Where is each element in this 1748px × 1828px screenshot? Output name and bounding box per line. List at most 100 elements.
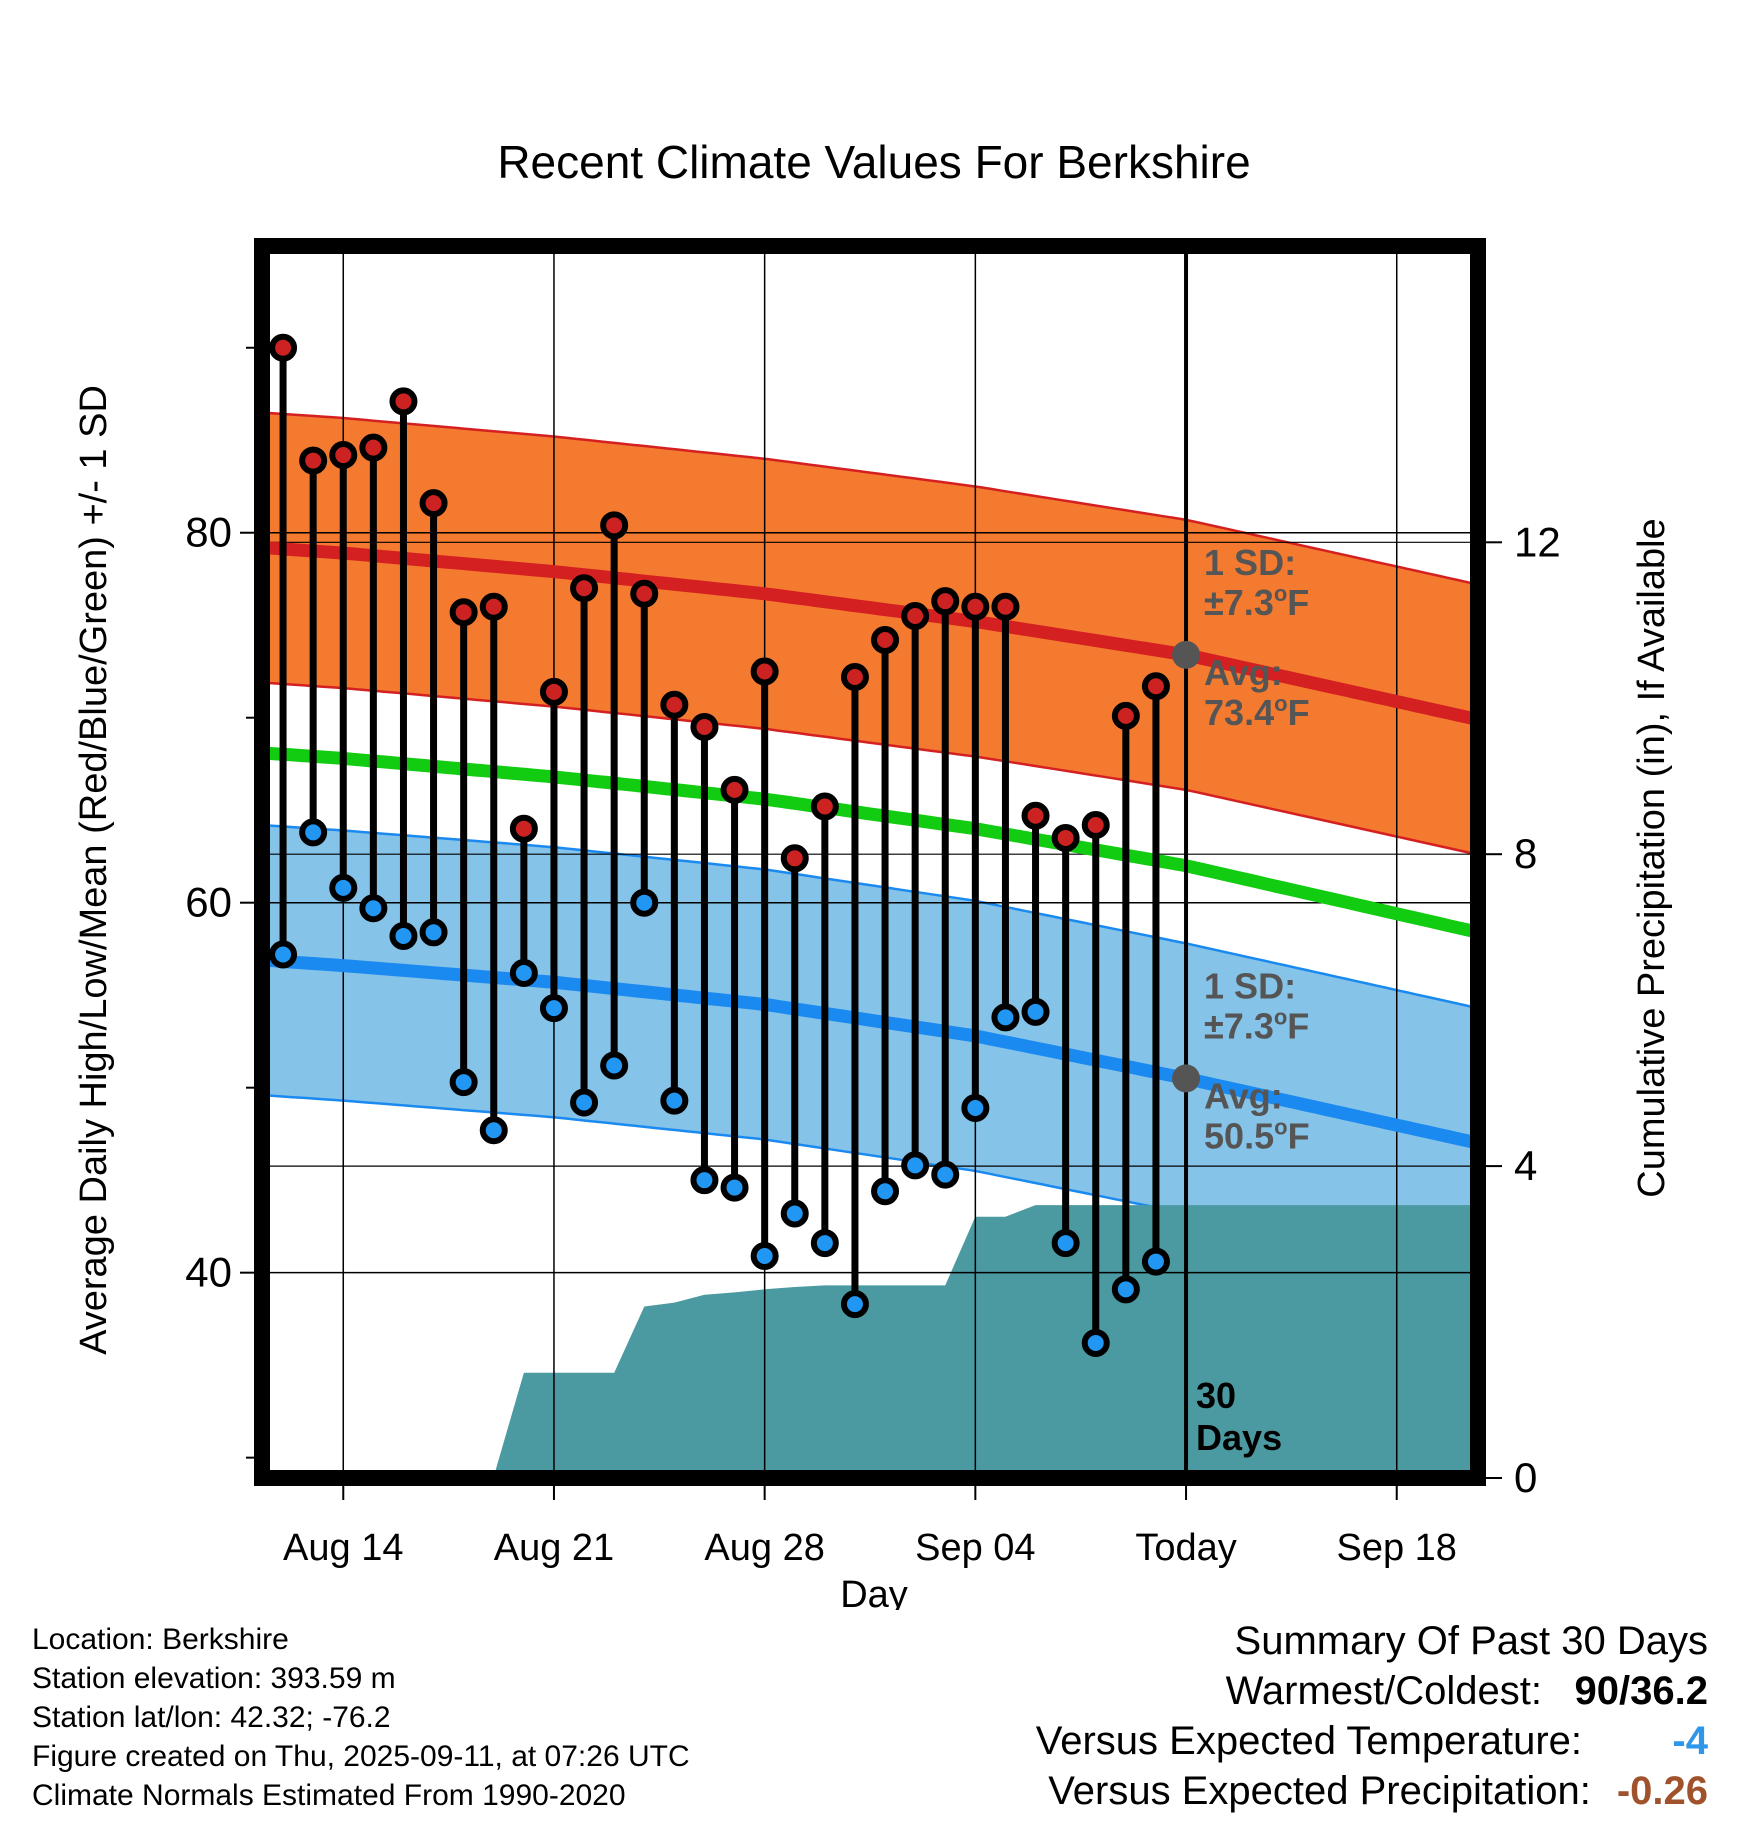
y2-tick-label: 0 [1514,1454,1537,1501]
low-point [750,1242,779,1271]
high-point [419,489,448,518]
y-axis-label: Average Daily High/Low/Mean (Red/Blue/Gr… [73,385,115,1355]
low-point [720,1173,749,1202]
elevation-text: Station elevation: 393.59 m [32,1662,396,1695]
summary-warm-cold-row: Warmest/Coldest: 90/36.2 [948,1666,1708,1716]
normals-text: Climate Normals Estimated From 1990-2020 [32,1779,626,1812]
created-text: Figure created on Thu, 2025-09-11, at 07… [32,1740,690,1773]
low-point [1111,1275,1140,1304]
high-point [810,792,839,821]
high-sd-value: ±7.3oF [1204,581,1309,623]
high-point [509,814,538,843]
low-point [269,940,298,969]
low-point [539,994,568,1023]
high-point [991,592,1020,621]
x-tick-label: Aug 28 [704,1527,824,1569]
low-point [931,1160,960,1189]
high-point [690,712,719,741]
normal-high-band-upper-edge [261,411,1479,586]
y2-tick-label: 4 [1514,1142,1537,1189]
low-point [961,1094,990,1123]
high-point [1021,801,1050,830]
low-point [359,894,388,923]
low-point [840,1290,869,1319]
summary-heading-row: Summary Of Past 30 Days [948,1616,1708,1666]
y2-tick-label: 8 [1514,830,1537,877]
high-point [750,657,779,686]
high-point [1111,701,1140,730]
low-avg-value: 50.5oF [1204,1114,1310,1156]
low-point [690,1166,719,1195]
normal-low-band [262,825,1478,1279]
latlon-text: Station lat/lon: 42.32; -76.2 [32,1701,391,1734]
high-point [1051,823,1080,852]
summary-panel: Summary Of Past 30 Days Warmest/Coldest:… [948,1616,1708,1816]
x-axis-label: Day [840,1574,908,1610]
high-point [780,844,809,873]
high-sd-label: 1 SD: [1204,542,1296,583]
low-point [871,1177,900,1206]
plot-frame [254,238,1486,1486]
high-point [660,690,689,719]
high-point [570,574,599,603]
high-point [931,587,960,616]
normal-high-line [261,541,1480,726]
y-tick-label: 40 [185,1249,232,1296]
x-tick-label: Today [1135,1527,1236,1569]
low-point [991,1003,1020,1032]
climate-chart: Recent Climate Values For Berkshire 1 SD… [73,136,1673,1610]
low-point [299,818,328,847]
y2-axis-label: Cumulative Precipitation (in), If Availa… [1631,518,1673,1197]
x-tick-label: Sep 04 [915,1527,1035,1569]
today-low-marker [1172,1064,1201,1093]
precip-deviation-label: Versus Expected Precipitation: [1048,1769,1591,1813]
high-point [299,446,328,475]
low-point [1021,997,1050,1026]
low-avg-label: Avg: [1204,1075,1283,1116]
high-point [479,592,508,621]
station-info: Location: Berkshire Station elevation: 3… [32,1620,690,1815]
today-high-marker [1172,640,1201,669]
high-point [329,441,358,470]
precip-deviation-value: -0.26 [1616,1769,1708,1813]
high-point [449,598,478,627]
high-point [840,663,869,692]
low-point [1141,1247,1170,1276]
warm-cold-value: 90/36.2 [1574,1669,1708,1713]
high-avg-label: Avg: [1204,652,1283,693]
days-count-label: 30 [1196,1375,1236,1416]
high-point [359,433,388,462]
low-point [449,1068,478,1097]
summary-temp-row: Versus Expected Temperature: -4 [948,1716,1708,1766]
x-tick-label: Aug 21 [494,1527,614,1569]
low-point [419,918,448,947]
low-sd-label: 1 SD: [1204,965,1296,1006]
low-point [329,873,358,902]
location-text: Location: Berkshire [32,1623,289,1656]
y-tick-label: 60 [185,879,232,926]
low-point [570,1088,599,1117]
x-tick-label: Sep 18 [1337,1527,1457,1569]
high-point [961,592,990,621]
high-point [539,677,568,706]
normal-high-band [262,412,1478,855]
low-point [1081,1328,1110,1357]
warm-cold-label: Warmest/Coldest: [1225,1669,1542,1713]
high-point [1081,811,1110,840]
y-tick-label: 80 [185,509,232,556]
low-point [600,1051,629,1080]
chart-title: Recent Climate Values For Berkshire [497,136,1250,188]
summary-heading: Summary Of Past 30 Days [1234,1619,1708,1663]
summary-precip-row: Versus Expected Precipitation: -0.26 [948,1766,1708,1816]
high-point [630,579,659,608]
temp-deviation-value: -4 [1672,1719,1708,1763]
low-point [901,1151,930,1180]
temp-deviation-label: Versus Expected Temperature: [1035,1719,1582,1763]
high-point [389,387,418,416]
low-point [509,958,538,987]
low-point [660,1086,689,1115]
high-point [720,775,749,804]
low-point [630,888,659,917]
low-sd-value: ±7.3oF [1204,1004,1309,1046]
